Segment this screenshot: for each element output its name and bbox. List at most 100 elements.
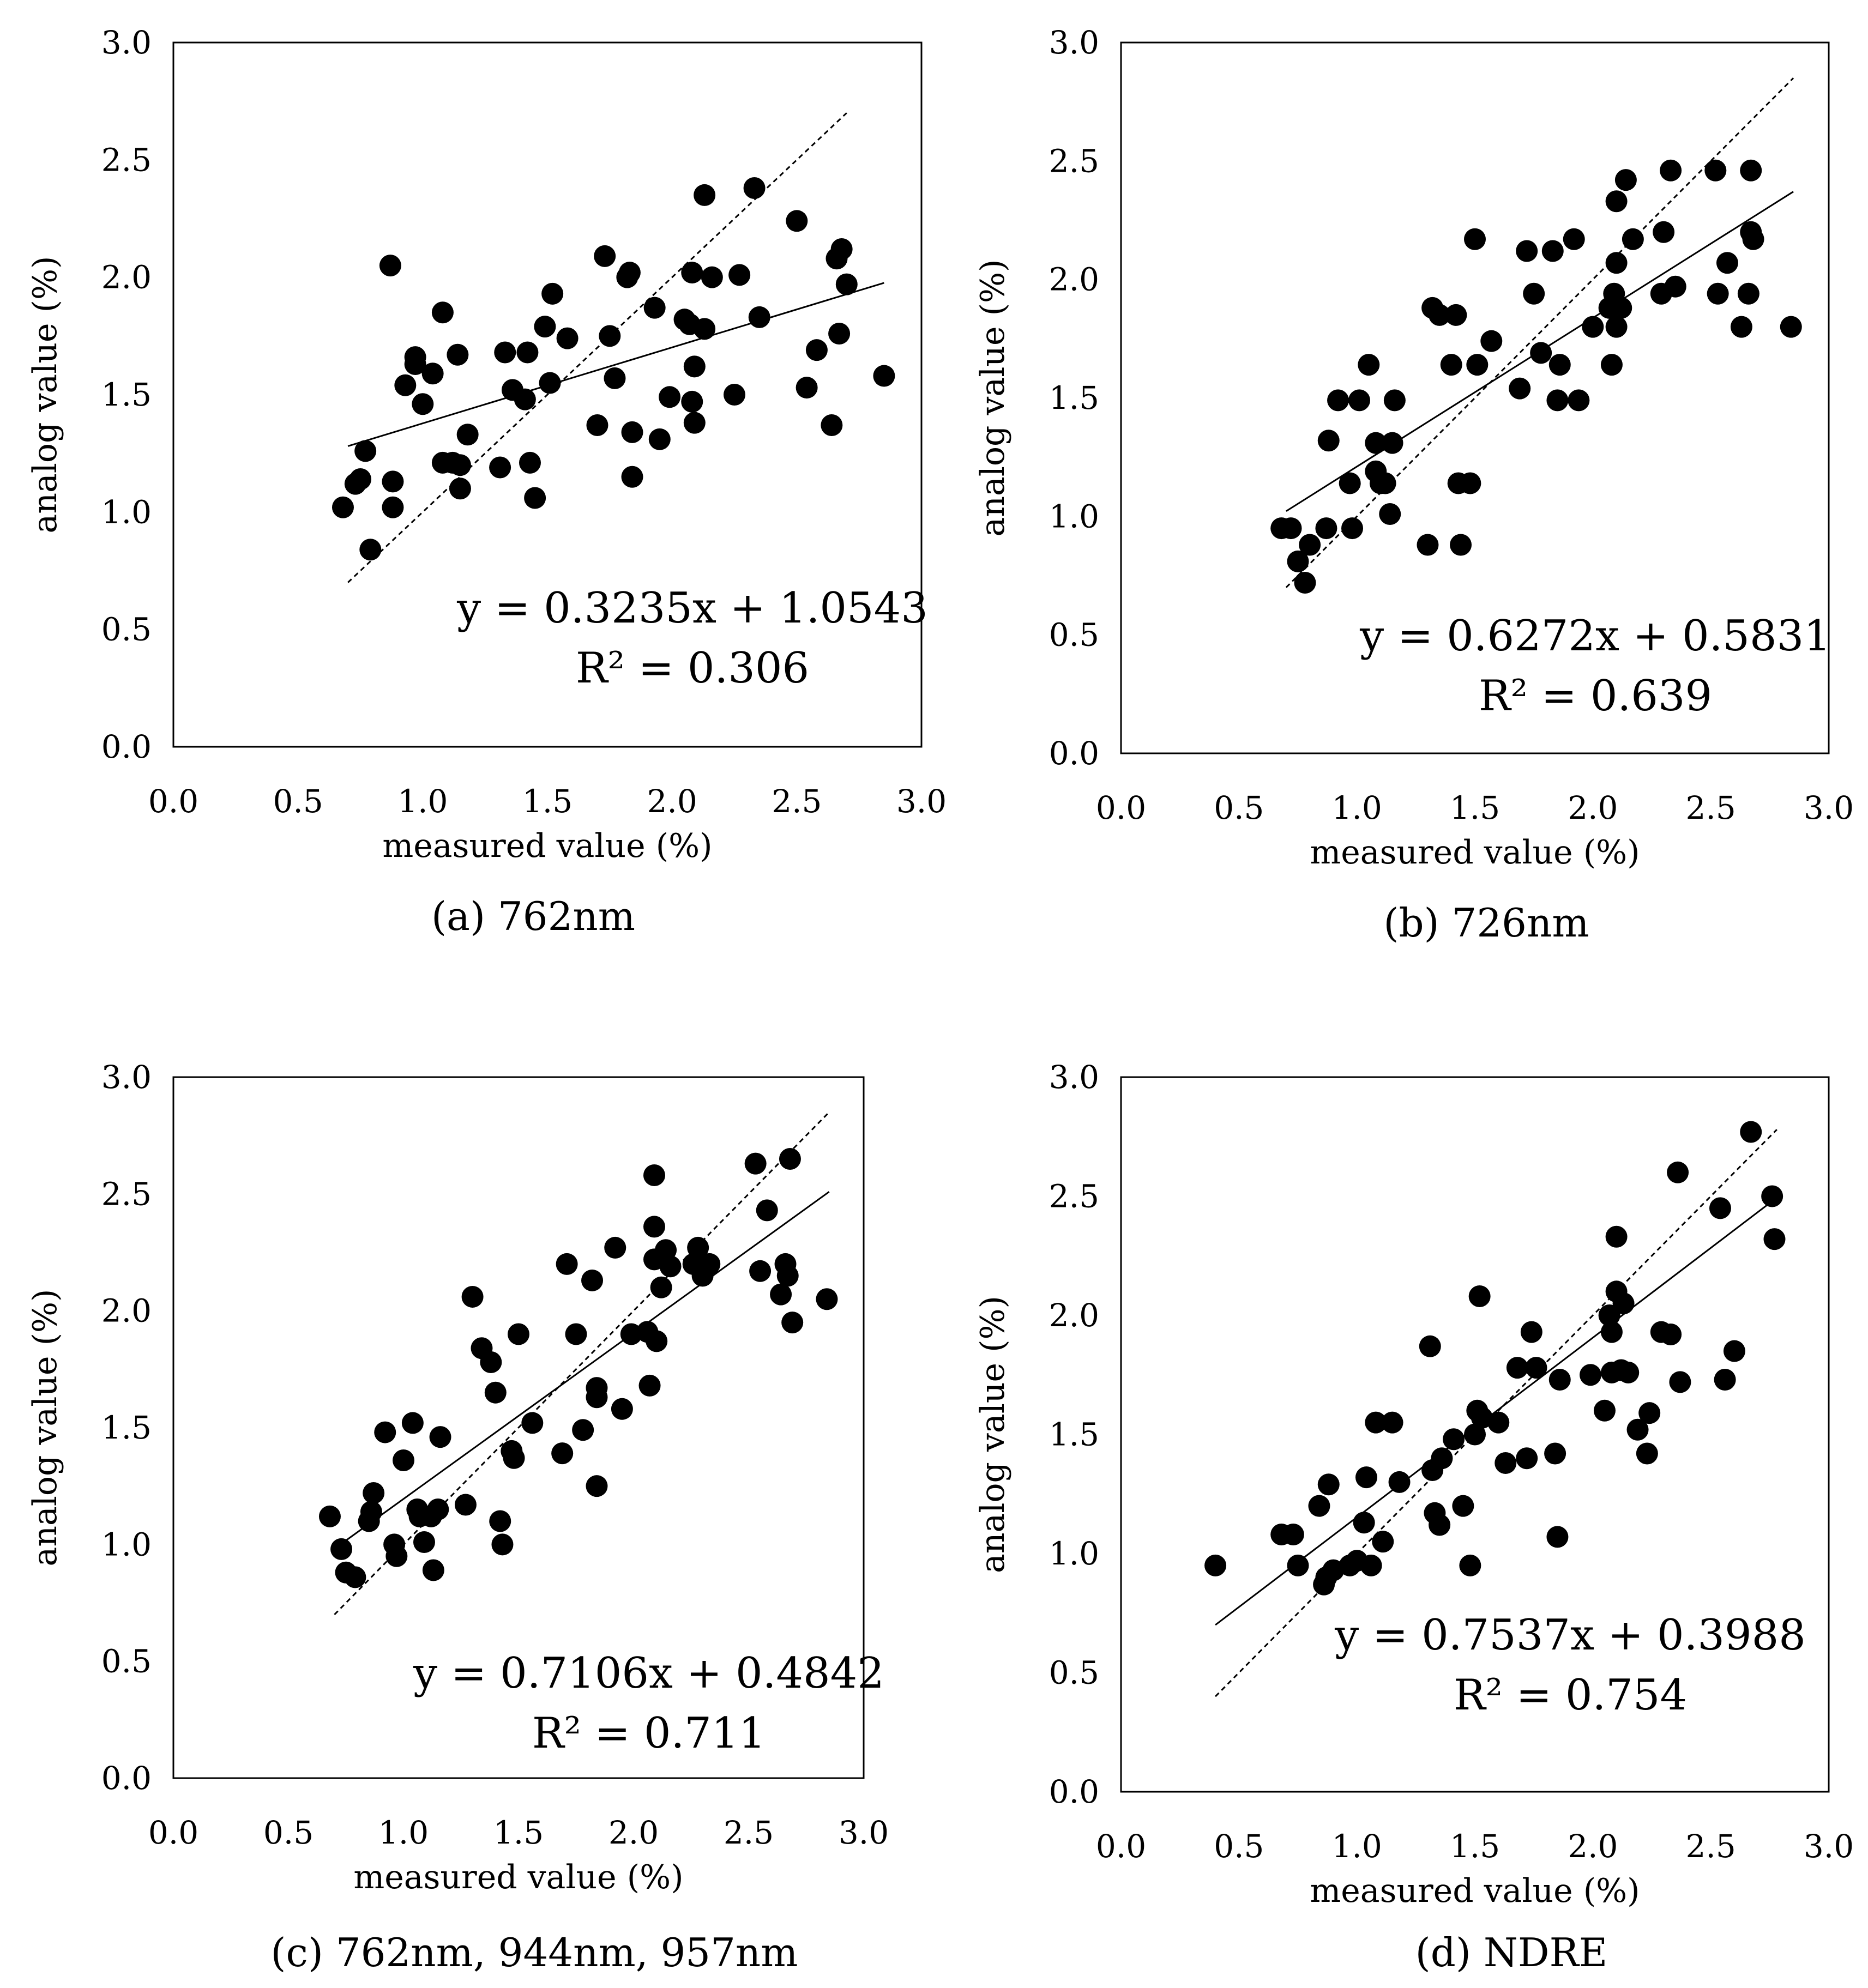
y-tick-label: 1.0 xyxy=(101,1526,152,1563)
y-axis-title: analog value (%) xyxy=(26,1289,64,1567)
regression-equation: y = 0.7537x + 0.3988 xyxy=(1334,1611,1806,1660)
reference-line xyxy=(1285,77,1794,588)
data-point xyxy=(618,262,641,284)
data-point xyxy=(1204,1554,1227,1576)
data-point xyxy=(1464,228,1486,250)
data-point xyxy=(1546,1526,1569,1548)
data-point xyxy=(1339,472,1361,494)
data-point xyxy=(586,414,608,436)
data-point xyxy=(385,1545,408,1567)
data-point xyxy=(1287,550,1309,572)
data-point xyxy=(539,372,561,394)
x-tick-label: 0.5 xyxy=(273,783,323,820)
x-tick-label: 2.5 xyxy=(772,783,822,820)
data-point xyxy=(1667,1161,1689,1183)
data-point xyxy=(1563,228,1585,250)
chart-b: 0.0 0.5 1.0 1.5 2.0 2.5 3.0 0.0 0.5 1.0 1.5 2.0 2.5 3… xyxy=(974,24,1854,946)
y-tick-label: 1.5 xyxy=(101,376,152,413)
data-point xyxy=(1294,572,1316,594)
x-tick-label: 2.0 xyxy=(647,783,697,820)
data-point xyxy=(1440,354,1462,376)
data-point xyxy=(489,1510,511,1532)
r-squared-label: R² = 0.639 xyxy=(1479,672,1712,721)
data-point xyxy=(659,1255,682,1278)
data-point xyxy=(1730,316,1752,338)
data-point xyxy=(519,451,541,474)
y-tick-label: 1.5 xyxy=(101,1409,152,1446)
data-point xyxy=(382,470,404,493)
data-point xyxy=(1541,240,1564,262)
figure-caption: (d) NDRE xyxy=(1415,1930,1608,1975)
data-point xyxy=(431,301,454,324)
y-tick-label: 1.5 xyxy=(1049,379,1099,416)
data-point xyxy=(429,1426,451,1448)
regression-line xyxy=(347,282,884,447)
data-point xyxy=(648,428,671,450)
data-point xyxy=(1600,1321,1623,1343)
chart-c: 0.0 0.5 1.0 1.5 2.0 2.5 3.0 0.0 0.5 1.0 1.5 2.0 2.5 3… xyxy=(26,1059,889,1975)
x-axis-title: measured value (%) xyxy=(1310,833,1640,872)
regression-equation: y = 0.6272x + 0.5831 xyxy=(1359,612,1831,661)
x-tick-label: 0.0 xyxy=(1096,1828,1146,1865)
data-point xyxy=(1742,228,1764,250)
reference-line xyxy=(334,1111,830,1615)
data-point xyxy=(484,1381,507,1404)
data-point xyxy=(599,325,621,347)
data-point xyxy=(1516,1447,1538,1470)
data-point xyxy=(1459,472,1481,494)
data-point xyxy=(354,440,377,462)
data-point xyxy=(401,1412,424,1434)
data-point xyxy=(1495,1452,1517,1474)
data-point xyxy=(508,1323,529,1345)
data-point xyxy=(1365,1411,1387,1434)
data-point xyxy=(572,1419,594,1441)
data-point xyxy=(524,487,546,509)
data-point xyxy=(581,1269,604,1291)
regression-line xyxy=(1215,1197,1777,1626)
x-tick-label: 2.0 xyxy=(1568,789,1618,826)
data-point xyxy=(749,1260,772,1282)
x-tick-label: 3.0 xyxy=(839,1814,889,1851)
data-point xyxy=(1429,1514,1451,1536)
y-tick-label: 1.0 xyxy=(1049,1535,1099,1572)
data-point xyxy=(1530,342,1552,364)
y-tick-label: 0.5 xyxy=(101,1643,152,1680)
data-point xyxy=(1381,1411,1403,1434)
x-tick-label: 0.0 xyxy=(148,783,198,820)
data-point xyxy=(1452,1495,1474,1517)
r-squared-label: R² = 0.711 xyxy=(532,1709,766,1758)
data-point xyxy=(1605,252,1628,274)
data-point xyxy=(1464,1423,1486,1446)
data-point xyxy=(586,1377,608,1399)
data-point xyxy=(394,374,417,396)
x-tick-label: 3.0 xyxy=(1804,1828,1854,1865)
data-point xyxy=(1506,1357,1528,1379)
data-point xyxy=(620,1323,642,1345)
data-point xyxy=(1669,1371,1691,1393)
data-point xyxy=(1612,1292,1635,1315)
data-point xyxy=(805,339,828,361)
figure-caption: (a) 762nm xyxy=(431,893,635,939)
data-point xyxy=(1600,354,1623,376)
data-point xyxy=(514,388,536,410)
data-point xyxy=(1471,1406,1493,1429)
data-point xyxy=(683,355,706,378)
regression-equation: y = 0.7106x + 0.4842 xyxy=(413,1649,884,1698)
data-point xyxy=(1358,354,1380,376)
data-point xyxy=(454,1494,477,1516)
data-point xyxy=(1660,1323,1682,1345)
data-point xyxy=(1360,1554,1382,1576)
data-point xyxy=(1740,1121,1762,1143)
data-point xyxy=(489,456,511,479)
y-tick-label: 2.0 xyxy=(1049,1297,1099,1334)
x-tick-label: 2.0 xyxy=(1568,1828,1618,1865)
data-point xyxy=(643,297,666,319)
figure-caption: (b) 726nm xyxy=(1383,900,1589,946)
data-point xyxy=(534,316,556,338)
data-point xyxy=(318,1505,341,1527)
data-point xyxy=(770,1283,792,1306)
data-point xyxy=(382,496,404,518)
y-tick-label: 2.5 xyxy=(101,1175,152,1212)
data-point xyxy=(1614,169,1637,191)
y-tick-label: 2.5 xyxy=(1049,1178,1099,1215)
